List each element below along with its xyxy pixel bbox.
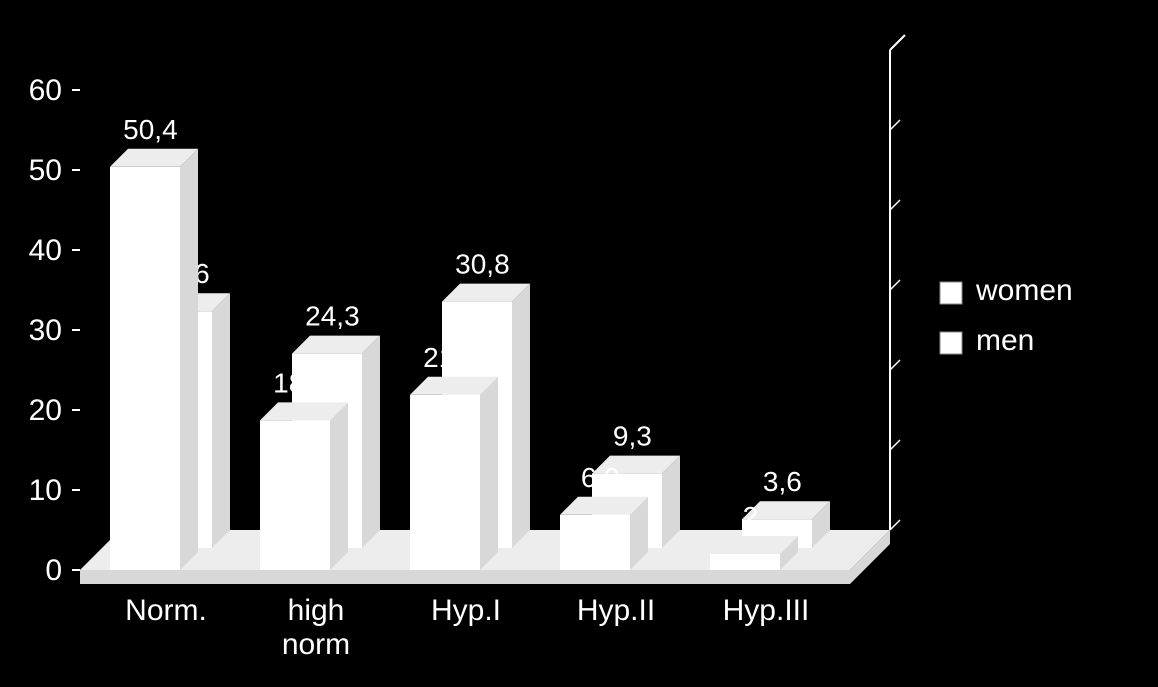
bar-front [560,515,630,570]
floor-front [80,570,850,584]
category-label: Hyp.II [577,594,655,627]
category-label: Norm. [125,594,207,627]
bar-front [410,395,480,570]
bar-side [212,293,230,548]
bar-side [480,377,498,570]
bar-side [180,149,198,570]
ytick-label: 40 [29,234,62,267]
ytick-label: 30 [29,314,62,347]
bar-value-label: 9,3 [613,421,652,452]
bar-value-label: 30,8 [455,249,510,280]
ytick-label: 20 [29,394,62,427]
bar-side [362,336,380,548]
legend-label: women [975,274,1073,307]
ytick-label: 60 [29,74,62,107]
bar-side [512,284,530,548]
legend-swatch [940,282,962,304]
bar-value-label: 2 [743,501,759,532]
ytick-label: 50 [29,154,62,187]
bar-front [110,167,180,570]
bar-value-label: 3,6 [763,466,802,497]
ytick-label: 0 [45,554,62,587]
category-label: norm [282,628,350,661]
ytick-label: 10 [29,474,62,507]
bar-value-label: 21,9 [423,342,478,373]
bar-value-label: 18,7 [273,367,328,398]
category-label: Hyp.I [431,594,501,627]
category-label: Hyp.III [723,594,810,627]
bar-front [260,420,330,570]
bar-value-label: 50,4 [123,114,178,145]
legend-label: men [976,324,1034,357]
category-label: high [288,594,345,627]
bar-value-label: 24,3 [305,301,360,332]
bar-side [330,402,348,570]
chart-3d-bar: 0 10 20 30 40 50 60 Norm. highnorm Hyp.I Hyp.II Hyp… [0,0,1158,687]
bar-value-label: 6,9 [581,462,620,493]
legend-swatch [940,332,962,354]
bar-front [710,554,780,570]
